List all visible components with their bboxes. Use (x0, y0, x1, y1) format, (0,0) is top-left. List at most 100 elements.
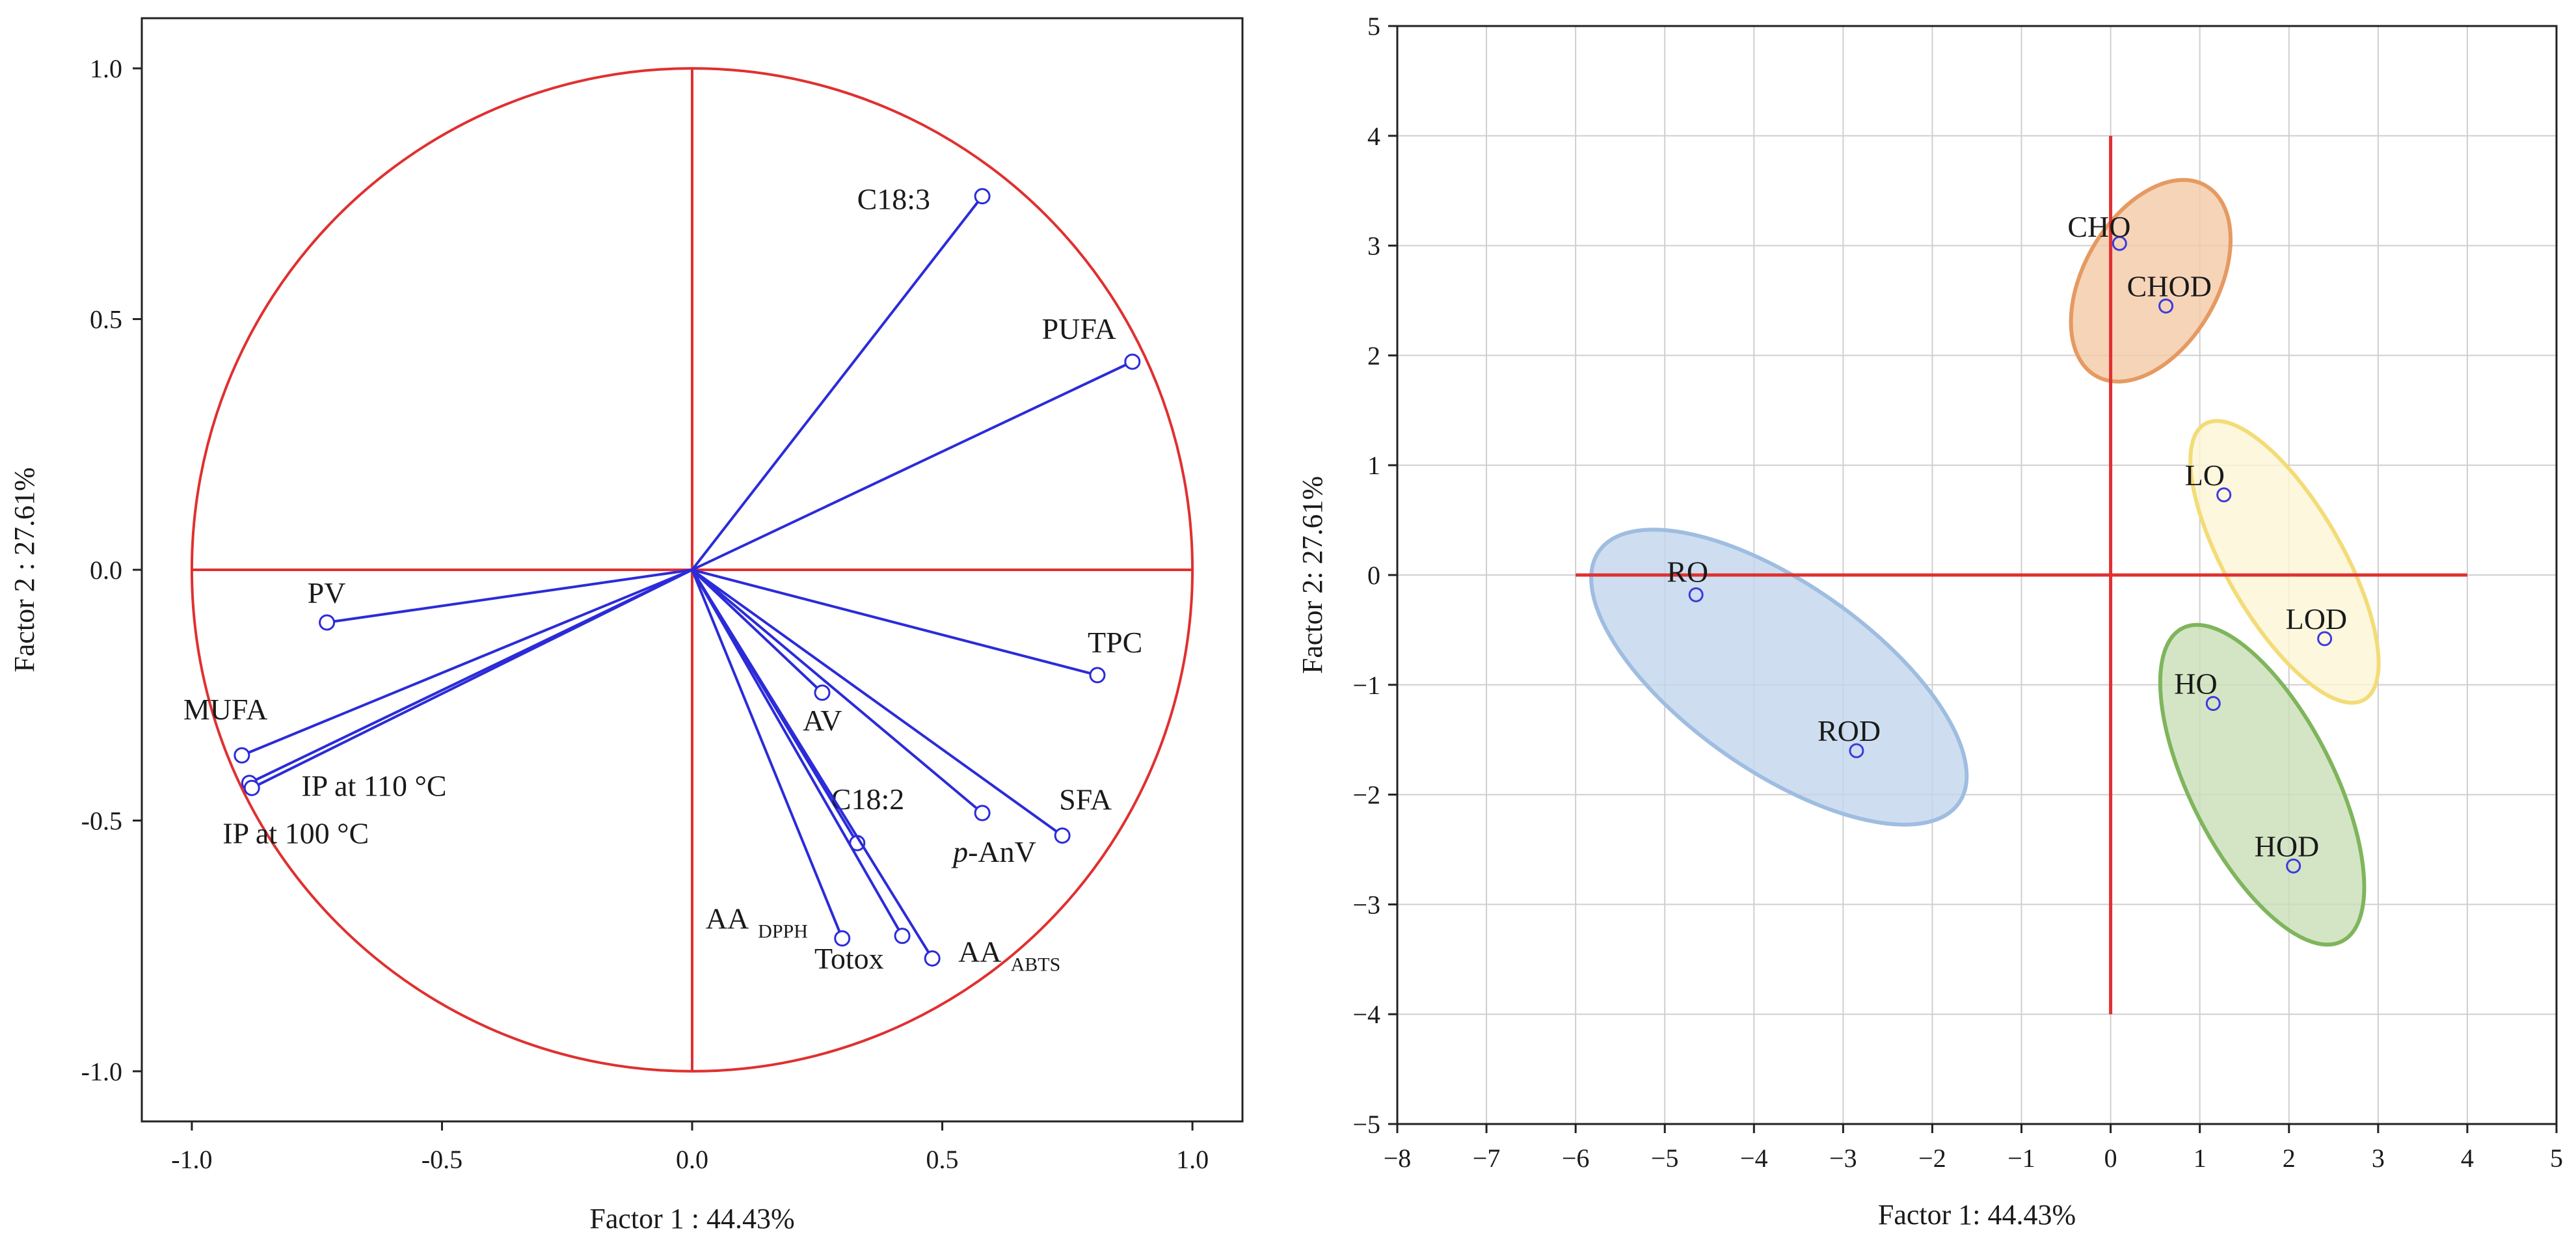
score-point (2112, 235, 2127, 251)
score-label: CHO (2067, 210, 2130, 243)
score-label: LO (2185, 459, 2225, 492)
loading-label: TPC (1088, 626, 1142, 659)
score-point (1849, 743, 1864, 758)
loading-label-text: TPC (1088, 626, 1142, 659)
loading-label: p-AnV (951, 835, 1036, 868)
score-label: LOD (2286, 602, 2348, 636)
loading-vector (691, 569, 1064, 837)
loading-label: IP at 110 °C (301, 770, 446, 803)
loading-label: PUFA (1042, 312, 1116, 345)
loading-label-text: AA (958, 935, 1001, 968)
loading-vector (251, 569, 693, 790)
loading-vector (691, 569, 984, 814)
loading-point (924, 950, 941, 967)
loading-label-text: AV (803, 704, 842, 737)
y-axis-title: Factor 2 : 27.61% (8, 467, 40, 672)
x-axis-title: Factor 1: 44.43% (1878, 1199, 2076, 1231)
score-point (2158, 298, 2174, 314)
y-tick-label: 1 (1367, 451, 1380, 480)
loading-label: Totox (814, 942, 884, 975)
x-tick-label: −7 (1473, 1144, 1501, 1173)
x-tick-label: 1 (2194, 1144, 2207, 1173)
loading-point (814, 684, 831, 701)
x-tick-label: −3 (1829, 1144, 1857, 1173)
loading-label-text: IP at 110 °C (301, 770, 446, 803)
loading-point (894, 928, 911, 944)
loading-label-text: Totox (814, 942, 884, 975)
y-tick-label: 0.5 (90, 305, 122, 334)
loading-plot: -1.0 -0.5 0.0 0.5 1.0 -1.0 -0.5 0.0 0.5 1.0 C18:3 P… (8, 17, 1244, 1235)
loading-label: C18:3 (857, 183, 930, 216)
x-tick-label: 5 (2550, 1144, 2563, 1173)
group-ellipse (2188, 419, 2381, 705)
y-tick-label: -0.5 (81, 806, 122, 835)
x-tick-label: -0.5 (422, 1145, 463, 1174)
y-tick-label: 1.0 (90, 54, 122, 83)
loading-vector (327, 569, 693, 624)
score-point (2317, 631, 2333, 647)
score-label: HOD (2255, 829, 2320, 863)
x-tick-label: −4 (1740, 1144, 1768, 1173)
y-axis-title: Factor 2: 27.61% (1296, 476, 1328, 674)
loading-point (319, 614, 336, 631)
loading-point (974, 188, 991, 205)
loading-label: AV (803, 704, 842, 737)
loading-vector (691, 569, 904, 937)
loading-label: C18:2 (831, 783, 904, 816)
y-tick-label: 0.0 (90, 556, 122, 585)
y-tick-label: -1.0 (81, 1057, 122, 1086)
y-tick-label: −2 (1352, 781, 1380, 810)
loading-label: AA DPPH (706, 902, 808, 943)
loading-point (243, 779, 260, 796)
loading-label-text: -AnV (968, 835, 1036, 868)
loading-label-text: MUFA (183, 693, 268, 726)
loading-label-text: IP at 100 °C (222, 816, 369, 850)
y-tick-label: 5 (1367, 12, 1380, 41)
loading-point (1054, 827, 1071, 844)
loading-label: MUFA (183, 693, 268, 726)
y-tick-label: −4 (1352, 1000, 1380, 1029)
score-point (2216, 487, 2232, 503)
loading-point (1089, 667, 1106, 684)
loading-point (234, 747, 250, 764)
loading-vector (691, 569, 1098, 676)
group-ellipse (2158, 622, 2367, 947)
x-tick-label: −2 (1918, 1144, 1946, 1173)
loading-label: AA ABTS (958, 935, 1060, 975)
loading-label: IP at 100 °C (222, 816, 369, 850)
x-axis-title: Factor 1 : 44.43% (589, 1203, 794, 1235)
y-tick-label: −3 (1352, 890, 1380, 919)
loading-label-subscript: ABTS (1011, 954, 1061, 975)
y-tick-label: 2 (1367, 341, 1380, 370)
score-label: ROD (1818, 714, 1881, 747)
score-label: HO (2174, 667, 2217, 700)
loading-vector (691, 569, 933, 959)
loading-vector (691, 360, 1133, 571)
group-ellipse (1589, 528, 1969, 827)
x-tick-label: 0 (2104, 1144, 2117, 1173)
score-point (2286, 858, 2301, 874)
x-tick-label: 3 (2372, 1144, 2385, 1173)
score-point (1688, 587, 1704, 602)
x-tick-label: 0.5 (926, 1145, 959, 1174)
loading-point (1124, 353, 1141, 370)
loading-label-text: C18:2 (831, 783, 904, 816)
loading-label-text: SFA (1059, 783, 1112, 816)
score-label: CHOD (2127, 269, 2212, 302)
y-tick-label: 4 (1367, 122, 1380, 151)
loading-vector (691, 569, 824, 694)
score-label: RO (1667, 555, 1708, 588)
score-point (2205, 695, 2221, 711)
y-tick-label: 3 (1367, 232, 1380, 261)
x-tick-label: −6 (1562, 1144, 1590, 1173)
x-tick-label: 2 (2283, 1144, 2296, 1173)
x-tick-label: −8 (1384, 1144, 1412, 1173)
x-tick-label: 1.0 (1176, 1145, 1209, 1174)
x-tick-label: 4 (2461, 1144, 2474, 1173)
score-plot: −8 −7 −6 −5 −4 −3 −2 −1 0 1 2 3 4 5 −5 −4 −3 −2 −1 0 1 2 3 4 5 CH… (1296, 12, 2563, 1231)
y-tick-label: 0 (1367, 561, 1380, 590)
loading-point (834, 930, 851, 947)
loading-vector (691, 195, 984, 571)
loading-label-text: AA (706, 902, 749, 935)
